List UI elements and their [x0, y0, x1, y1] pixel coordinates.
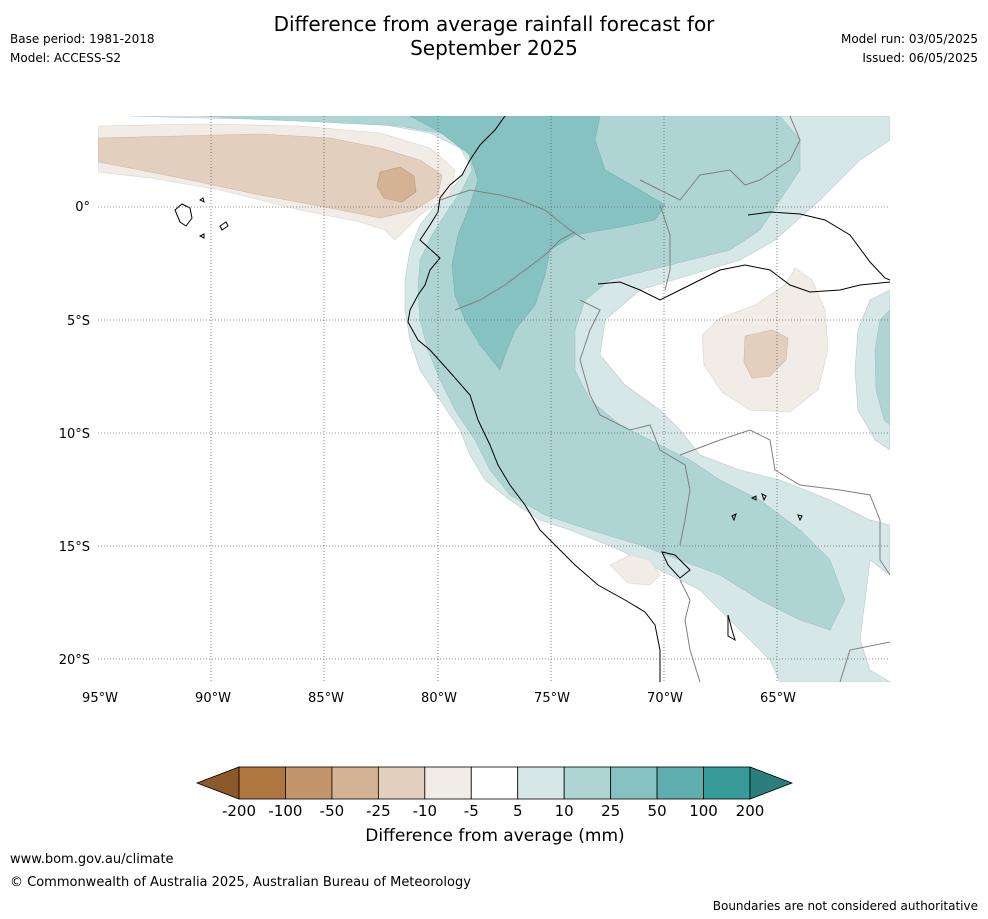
lat-label-15s: 15°S: [59, 540, 90, 555]
lon-label-75w: 75°W: [534, 691, 570, 706]
longitude-labels: 95°W 90°W 85°W 80°W 75°W 70°W 65°W: [82, 691, 796, 706]
title-line-2: September 2025: [410, 36, 578, 60]
border-chile-bolivia: [679, 579, 701, 682]
lon-label-65w: 65°W: [760, 691, 796, 706]
colorbar-swatch: [470, 766, 519, 800]
colorbar-extend-high: [749, 766, 794, 800]
contour-neg-25-50: [376, 166, 417, 203]
border-colombia-ecuador: [439, 189, 586, 241]
colorbar-tick-label: -200: [222, 802, 256, 820]
galapagos-islands: [174, 197, 229, 239]
colorbar-extend-low: [195, 766, 240, 800]
amazon-river-coast: [597, 264, 890, 301]
lat-label-10s: 10°S: [59, 427, 90, 442]
contour-neg-south: [609, 554, 661, 586]
issued-date: Issued: 06/05/2025: [862, 51, 978, 65]
contour-10-25-east: [874, 309, 890, 426]
colorbar-tick-label: -5: [464, 802, 479, 820]
lon-label-80w: 80°W: [421, 691, 457, 706]
coastlines: [174, 116, 890, 682]
model-run: Model run: 03/05/2025: [840, 32, 978, 46]
lat-label-5s: 5°S: [67, 314, 90, 329]
border-peru-brazil: [579, 299, 691, 546]
colorbar-swatch: [563, 766, 612, 800]
meta-right: Model run: 03/05/2025 Issued: 06/05/2025: [841, 30, 978, 68]
contour-25-50: [409, 116, 666, 371]
lat-label-20s: 20°S: [59, 653, 90, 668]
gridlines: [98, 116, 890, 682]
colorbar-tick-label: -50: [320, 802, 345, 820]
colorbar-tick-label: -10: [413, 802, 438, 820]
colorbar-tick-label: -100: [268, 802, 302, 820]
colorbar-tick-label: -25: [366, 802, 391, 820]
border-colombia-peru: [454, 231, 576, 311]
border-paraguay: [839, 641, 890, 682]
lon-label-90w: 90°W: [195, 691, 231, 706]
border-colombia-venezuela: [639, 116, 801, 201]
colorbar-swatch: [377, 766, 426, 800]
colorbar-tick-label: 200: [736, 802, 765, 820]
lon-label-95w: 95°W: [82, 691, 118, 706]
meta-left: Base period: 1981-2018 Model: ACCESS-S2: [10, 30, 155, 68]
colorbar-swatch: [656, 766, 704, 800]
colorbar-labels: -200 -100 -50 -25 -10 -5 5 10 25 50 100 200: [222, 802, 764, 820]
rainfall-anomaly-field: [98, 116, 890, 682]
lon-label-85w: 85°W: [308, 691, 344, 706]
colorbar-tick-label: 25: [601, 802, 620, 820]
contour-neg-10-25: [98, 133, 443, 219]
colorbar-title: Difference from average (mm): [365, 826, 625, 846]
colorbar-swatch: [285, 766, 333, 800]
colorbar-swatch: [238, 766, 286, 800]
caribbean-coast: [747, 211, 890, 281]
colorbar-tick-label: 100: [689, 802, 718, 820]
chart-title: Difference from average rainfall forecas…: [200, 12, 788, 60]
colorbar-tick-label: 5: [513, 802, 523, 820]
colorbar: [195, 766, 794, 800]
colorbar-swatch: [610, 766, 658, 800]
lakes: [661, 493, 803, 642]
lon-label-70w: 70°W: [647, 691, 683, 706]
latitude-labels: 0° 5°S 10°S 15°S 20°S: [59, 200, 90, 668]
model-name: Model: ACCESS-S2: [10, 51, 122, 65]
footer-url: www.bom.gov.au/climate: [10, 852, 174, 867]
lat-label-0: 0°: [75, 200, 90, 215]
title-line-1: Difference from average rainfall forecas…: [273, 12, 715, 36]
contour-10-25: [199, 116, 846, 631]
base-period: Base period: 1981-2018: [10, 32, 155, 46]
footer-copyright: © Commonwealth of Australia 2025, Austra…: [10, 875, 471, 890]
colorbar-swatch: [703, 766, 751, 800]
colorbar-swatch: [424, 766, 472, 800]
south-america-coast: [407, 116, 661, 682]
colorbar-tick-label: 50: [648, 802, 667, 820]
footer-note: Boundaries are not considered authoritat…: [712, 899, 978, 913]
border-colombia-brazil: [659, 204, 671, 291]
colorbar-swatch: [331, 766, 379, 800]
colorbar-tick-label: 10: [555, 802, 574, 820]
colorbar-swatch: [517, 766, 565, 800]
